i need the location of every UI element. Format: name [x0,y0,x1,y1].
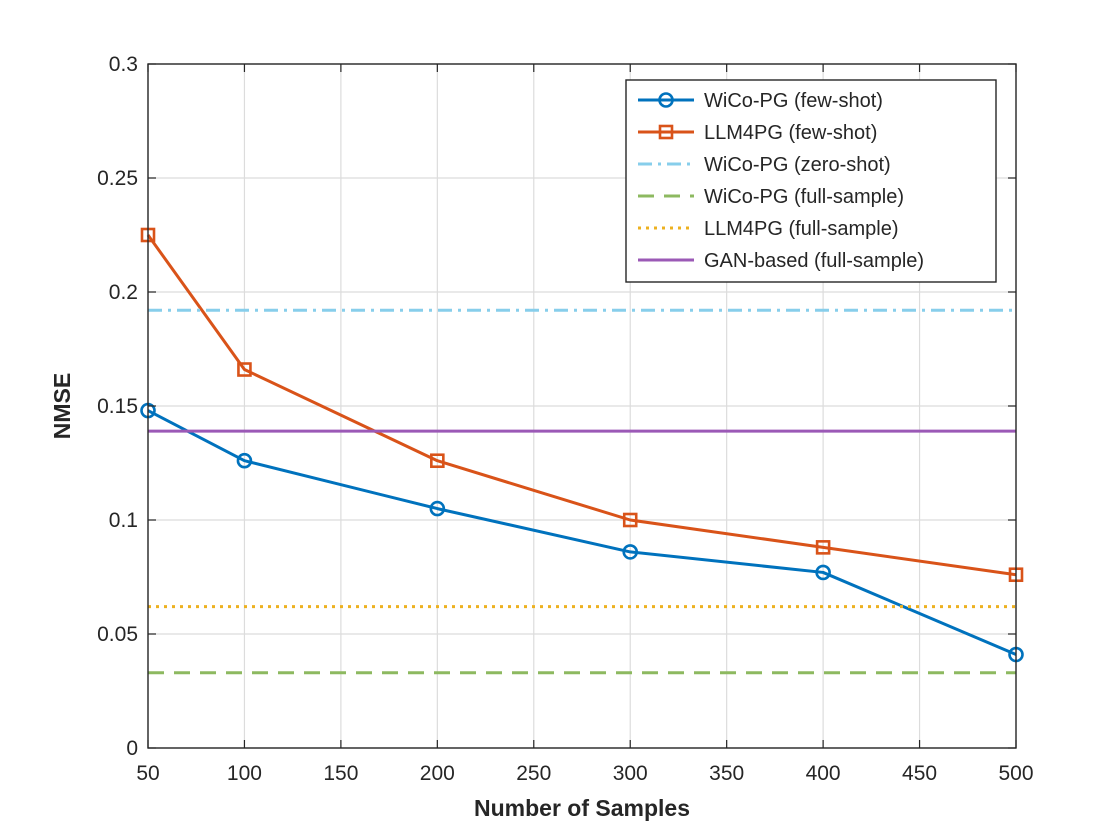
data-point-square [815,540,831,555]
x-axis-title: Number of Samples [474,795,690,821]
series [140,227,1024,675]
data-point-circle [236,452,253,469]
legend-entry: WiCo-PG (few-shot) [638,90,883,112]
series-line [146,234,1017,577]
y-tick-label: 0.3 [109,53,138,76]
x-tick-label: 50 [136,762,159,785]
y-tick-label: 0 [126,737,138,760]
data-point-square [237,362,252,377]
x-tick-label: 500 [998,762,1033,785]
legend-entry: LLM4PG (full-sample) [638,218,899,240]
y-tick-label: 0.1 [109,509,138,532]
legend-marker-circle [658,92,674,108]
y-tick-label: 0.15 [97,395,138,418]
x-tick-label: 150 [323,762,358,785]
x-tick-label: 200 [420,762,455,785]
data-point-square [622,512,638,528]
y-axis-title: NMSE [49,373,75,439]
x-tick-label: 350 [709,762,744,785]
legend-entry: LLM4PG (few-shot) [638,122,877,144]
data-point-square [430,453,445,469]
legend-entry: WiCo-PG (full-sample) [638,186,904,208]
legend: WiCo-PG (few-shot) LLM4PG (few-shot) WiCo-… [625,79,997,283]
legend-label: LLM4PG (full-sample) [704,218,899,240]
ticks: 50 100 150 200 250 300 350 400 450 500 0 0.05 0.1 0.1… [97,53,1033,785]
legend-entry: GAN-based (full-sample) [638,250,924,272]
series-line [147,409,1017,656]
y-tick-label: 0.2 [109,281,138,304]
y-tick-label: 0.25 [97,167,138,190]
legend-marker-square [658,124,674,140]
legend-entry: WiCo-PG (zero-shot) [638,154,891,176]
x-tick-label: 400 [806,762,841,785]
series-0 [140,402,1024,663]
legend-label: WiCo-PG (few-shot) [704,90,883,112]
data-point-circle [622,544,639,560]
x-tick-label: 100 [227,762,262,785]
y-tick-label: 0.05 [97,623,138,646]
legend-label: LLM4PG (few-shot) [704,122,877,144]
x-tick-label: 450 [902,762,937,785]
legend-label: WiCo-PG (full-sample) [704,186,904,208]
data-point-circle [815,564,831,581]
x-tick-label: 300 [613,762,648,785]
legend-label: WiCo-PG (zero-shot) [704,154,891,176]
legend-box [625,79,997,283]
x-tick-label: 250 [516,762,551,785]
legend-label: GAN-based (full-sample) [704,250,924,272]
data-point-circle [429,500,446,517]
